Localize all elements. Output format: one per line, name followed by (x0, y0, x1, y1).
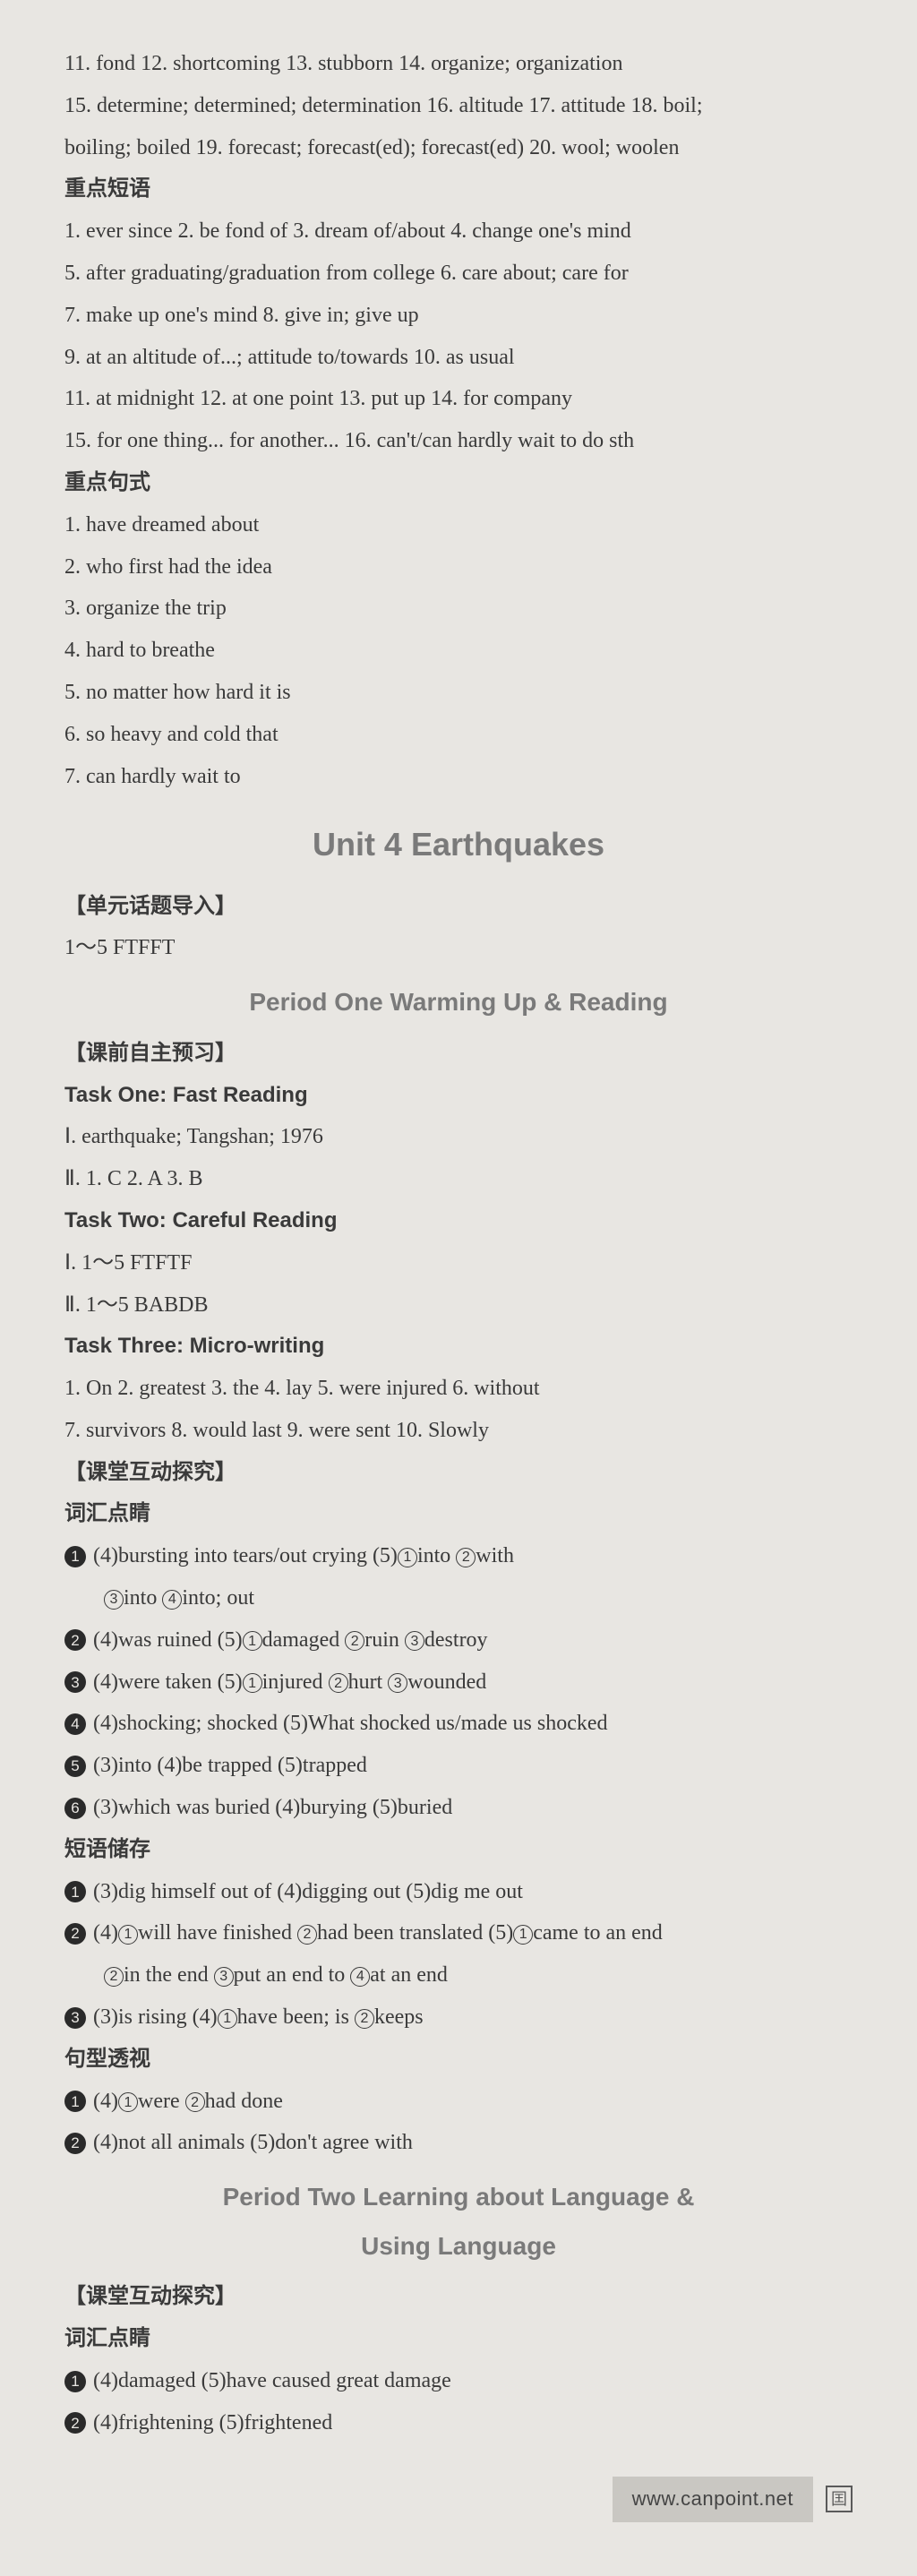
period-title: Period One Warming Up & Reading (64, 978, 853, 1027)
footer: www.canpoint.net 囯 (64, 2477, 853, 2522)
text-line: 1 (3)dig himself out of (4)digging out (… (64, 1871, 853, 1913)
text-line: 5 (3)into (4)be trapped (5)trapped (64, 1745, 853, 1787)
unit-title: Unit 4 Earthquakes (64, 813, 853, 876)
period-title: Using Language (64, 2222, 853, 2271)
text-line: Ⅰ. 1～5 FTFTF (64, 1242, 853, 1284)
text-line: 2 (4)frightening (5)frightened (64, 2402, 853, 2444)
text-line: 9. at an altitude of...; attitude to/tow… (64, 337, 853, 379)
text-line: 7. can hardly wait to (64, 756, 853, 798)
text-line: 3 (3)is rising (4)1have been; is 2keeps (64, 1996, 853, 2039)
text-line: Ⅰ. earthquake; Tangshan; 1976 (64, 1116, 853, 1158)
text-line: 重点句式 (64, 462, 853, 504)
text-line: 5. no matter how hard it is (64, 672, 853, 714)
text-line: 6 (3)which was buried (4)burying (5)buri… (64, 1787, 853, 1829)
text-line: 【课堂互动探究】 (64, 2276, 853, 2318)
text-line: 7. make up one's mind 8. give in; give u… (64, 295, 853, 337)
text-line: Ⅱ. 1～5 BABDB (64, 1284, 853, 1327)
text-line: 3. organize the trip (64, 588, 853, 630)
text-line: 词汇点睛 (64, 2318, 853, 2360)
text-line: 2in the end 3put an end to 4at an end (64, 1954, 853, 1996)
text-line: 词汇点睛 (64, 1493, 853, 1535)
text-line: 11. fond 12. shortcoming 13. stubborn 14… (64, 43, 853, 85)
text-line: 重点短语 (64, 168, 853, 210)
text-line: 1 (4)bursting into tears/out crying (5)1… (64, 1535, 853, 1577)
text-line: 3 (4)were taken (5)1injured 2hurt 3wound… (64, 1662, 853, 1704)
text-line: Task One: Fast Reading (64, 1075, 853, 1117)
text-line: 15. for one thing... for another... 16. … (64, 420, 853, 462)
text-line: Ⅱ. 1. C 2. A 3. B (64, 1158, 853, 1200)
text-line: 2 (4)1will have finished 2had been trans… (64, 1912, 853, 1954)
text-line: 1. have dreamed about (64, 504, 853, 546)
text-line: 5. after graduating/graduation from coll… (64, 253, 853, 295)
text-line: 1 (4)damaged (5)have caused great damage (64, 2360, 853, 2402)
text-line: 1 (4)1were 2had done (64, 2081, 853, 2123)
text-line: 4 (4)shocking; shocked (5)What shocked u… (64, 1703, 853, 1745)
footer-url: www.canpoint.net (613, 2477, 813, 2522)
footer-logo-icon: 囯 (826, 2486, 853, 2512)
text-line: 1. ever since 2. be fond of 3. dream of/… (64, 210, 853, 253)
text-line: 【单元话题导入】 (64, 886, 853, 928)
text-line: 短语储存 (64, 1829, 853, 1871)
text-line: 【课堂互动探究】 (64, 1452, 853, 1494)
text-line: 句型透视 (64, 2039, 853, 2081)
text-line: 2. who first had the idea (64, 546, 853, 588)
text-line: boiling; boiled 19. forecast; forecast(e… (64, 127, 853, 169)
text-line: 2 (4)was ruined (5)1damaged 2ruin 3destr… (64, 1619, 853, 1662)
text-line: 1～5 FTFFT (64, 927, 853, 969)
period-title: Period Two Learning about Language & (64, 2173, 853, 2222)
text-line: 7. survivors 8. would last 9. were sent … (64, 1410, 853, 1452)
text-line: 【课前自主预习】 (64, 1033, 853, 1075)
text-line: 11. at midnight 12. at one point 13. put… (64, 378, 853, 420)
text-line: 3into 4into; out (64, 1577, 853, 1619)
text-line: 6. so heavy and cold that (64, 714, 853, 756)
text-line: Task Three: Micro-writing (64, 1326, 853, 1368)
text-line: 1. On 2. greatest 3. the 4. lay 5. were … (64, 1368, 853, 1410)
text-line: 4. hard to breathe (64, 630, 853, 672)
text-line: 15. determine; determined; determination… (64, 85, 853, 127)
text-line: 2 (4)not all animals (5)don't agree with (64, 2122, 853, 2164)
text-line: Task Two: Careful Reading (64, 1200, 853, 1242)
